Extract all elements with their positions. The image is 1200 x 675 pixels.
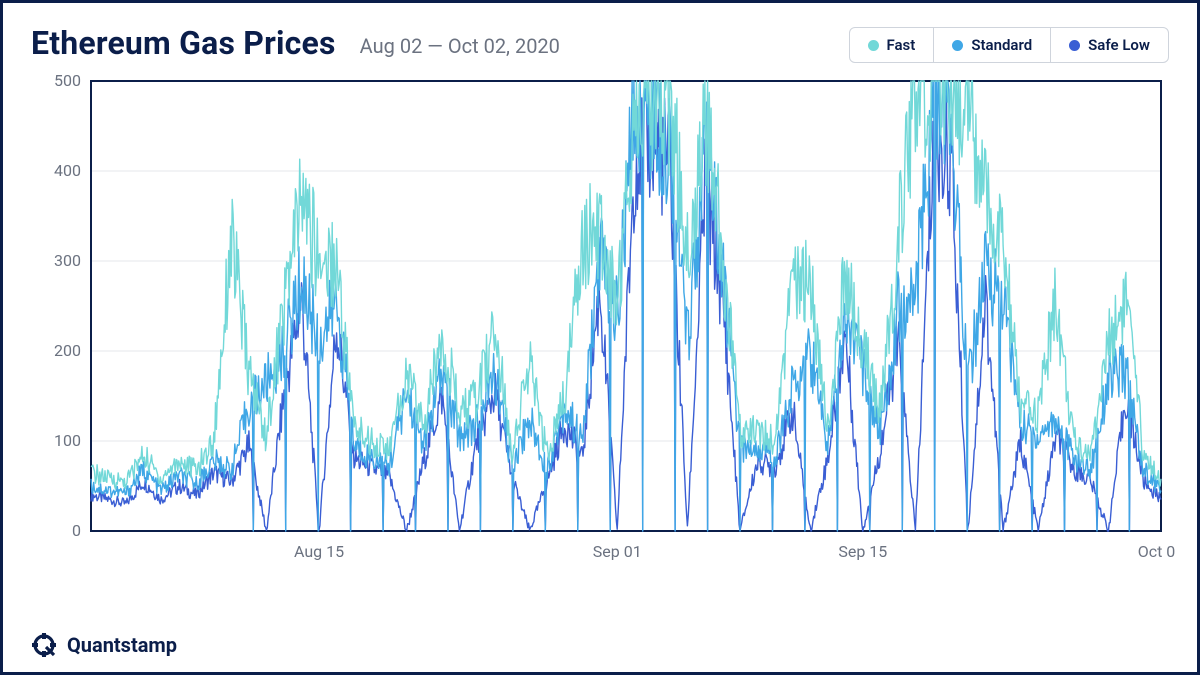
date-range: Aug 02 — Oct 02, 2020	[360, 34, 560, 58]
svg-text:200: 200	[54, 341, 81, 360]
gas-price-line-chart: 0 100 200 300 400 500 Aug 15 Sep 01 Sep 15 Oct 02	[31, 71, 1175, 591]
legend-item-safe-low: Safe Low	[1050, 28, 1168, 62]
swatch-standard	[952, 40, 963, 51]
svg-text:Sep 15: Sep 15	[838, 542, 887, 561]
brand: Quantstamp	[31, 632, 177, 658]
legend-label: Safe Low	[1088, 36, 1150, 54]
page-title: Ethereum Gas Prices	[31, 24, 336, 62]
header: Ethereum Gas Prices Aug 02 — Oct 02, 202…	[31, 23, 1169, 63]
svg-text:400: 400	[54, 161, 81, 180]
legend: Fast Standard Safe Low	[849, 27, 1170, 63]
svg-text:500: 500	[54, 71, 81, 90]
swatch-fast	[868, 40, 879, 51]
svg-text:100: 100	[54, 431, 81, 450]
svg-text:Aug 15: Aug 15	[294, 542, 344, 561]
svg-text:Oct 02: Oct 02	[1138, 542, 1175, 561]
chart-card: Ethereum Gas Prices Aug 02 — Oct 02, 202…	[0, 0, 1200, 675]
legend-label: Standard	[971, 36, 1032, 54]
legend-label: Fast	[887, 36, 916, 54]
svg-text:300: 300	[54, 251, 81, 270]
svg-text:0: 0	[72, 521, 81, 540]
svg-text:Sep 01: Sep 01	[593, 542, 642, 561]
quantstamp-icon	[31, 632, 57, 658]
chart-area: 0 100 200 300 400 500 Aug 15 Sep 01 Sep 15 Oct 02	[31, 71, 1175, 591]
brand-name: Quantstamp	[67, 633, 177, 657]
legend-item-fast: Fast	[850, 28, 934, 62]
legend-item-standard: Standard	[933, 28, 1050, 62]
swatch-safe-low	[1069, 40, 1080, 51]
